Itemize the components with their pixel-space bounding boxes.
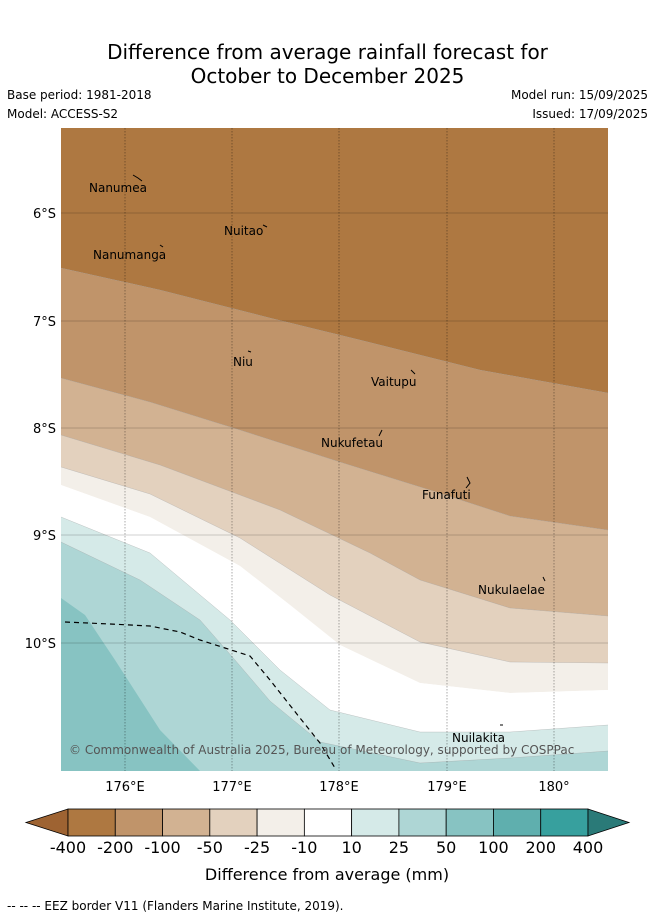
issued-date: Issued: 17/09/2025 (532, 107, 648, 121)
lon-tick: 179°E (427, 780, 467, 795)
title-line-2: October to December 2025 (190, 64, 465, 88)
title-line-1: Difference from average rainfall forecas… (107, 40, 548, 64)
place-nukufetau: Nukufetau (321, 436, 383, 450)
band-neutral (61, 485, 608, 732)
place-vaitupu: Vaitupu (371, 375, 417, 389)
colorbar-swatch (540, 808, 589, 837)
lon-tick: 176°E (105, 780, 145, 795)
colorbar-swatch (256, 808, 305, 837)
place-niu: Niu (233, 355, 253, 369)
nanumanga-atoll (159, 244, 164, 248)
colorbar-swatch (398, 808, 447, 837)
colorbar-label: -400 (50, 838, 86, 857)
colorbar-label: 50 (436, 838, 456, 857)
band-100-50 (61, 268, 608, 530)
nukulaelae-atoll (542, 576, 546, 582)
colorbar-label: -25 (244, 838, 270, 857)
map-title: Difference from average rainfall forecas… (0, 40, 655, 88)
place-nanumanga: Nanumanga (93, 248, 166, 262)
map-area: Nanumea Nuitao Nanumanga Niu Vaitupu Nuk… (61, 128, 608, 771)
lon-tick: 180° (538, 780, 569, 795)
colorbar-swatch (303, 808, 353, 837)
place-nuitao: Nuitao (224, 224, 263, 238)
colorbar-label: 400 (573, 838, 604, 857)
colorbar-swatch (445, 808, 494, 837)
nukufetau-atoll (378, 429, 383, 437)
colorbar-label: -10 (291, 838, 317, 857)
colorbar-swatch (114, 808, 163, 837)
lat-tick: 9°S (33, 529, 56, 544)
lat-axis: 6°S 7°S 8°S 9°S 10°S (25, 207, 56, 652)
band-25-50 (61, 542, 608, 771)
colorbar-swatch (209, 808, 258, 837)
band-200-100 (61, 128, 608, 393)
colorbar: -400 -200 -100 -50 -25 -10 10 25 50 100 200 400 (24, 808, 631, 857)
base-period: Base period: 1981-2018 (7, 88, 152, 102)
colorbar-label: -100 (144, 838, 180, 857)
vaitupu-atoll (410, 369, 416, 375)
lat-tick: 6°S (33, 207, 56, 222)
eez-legend: -- -- -- EEZ border V11 (Flanders Marine… (7, 899, 344, 913)
colorbar-label: 100 (478, 838, 509, 857)
place-nuilakita: Nuilakita (452, 731, 505, 745)
place-nanumea: Nanumea (89, 181, 147, 195)
nanumea-atoll (132, 174, 143, 182)
niu-atoll (247, 350, 252, 353)
colorbar-label: -50 (197, 838, 223, 857)
colorbar-swatch (162, 808, 211, 837)
band-25-10 (61, 435, 608, 663)
place-funafuti: Funafuti (422, 488, 471, 502)
lat-tick: 7°S (33, 315, 56, 330)
place-nukulaelae: Nukulaelae (478, 583, 545, 597)
colorbar-swatch (351, 808, 400, 837)
lat-tick: 8°S (33, 422, 56, 437)
lon-axis: 176°E 177°E 178°E 179°E 180° (105, 780, 569, 795)
copyright-notice: © Commonwealth of Australia 2025, Bureau… (69, 743, 574, 757)
colorbar-label: 200 (525, 838, 556, 857)
band-10-25 (61, 517, 608, 763)
grid (61, 212, 608, 644)
band-10-neg (61, 467, 608, 693)
funafuti-atoll (465, 476, 471, 489)
colorbar-extend-low (24, 808, 69, 837)
colorbar-title: Difference from average (mm) (205, 865, 449, 884)
band-50-25 (61, 378, 608, 616)
colorbar-label: 10 (341, 838, 361, 857)
lat-tick: 10°S (25, 637, 56, 652)
colorbar-label: 25 (389, 838, 409, 857)
model-name: Model: ACCESS-S2 (7, 107, 119, 121)
lon-tick: 178°E (319, 780, 359, 795)
model-run: Model run: 15/09/2025 (510, 88, 648, 102)
band-50-100 (61, 598, 200, 771)
eez-border (64, 621, 336, 769)
nuitao-atoll (262, 224, 268, 228)
lon-tick: 177°E (212, 780, 252, 795)
colorbar-extend-high (587, 808, 631, 837)
colorbar-swatch (67, 808, 116, 837)
colorbar-label: -200 (97, 838, 133, 857)
colorbar-swatch (493, 808, 542, 837)
